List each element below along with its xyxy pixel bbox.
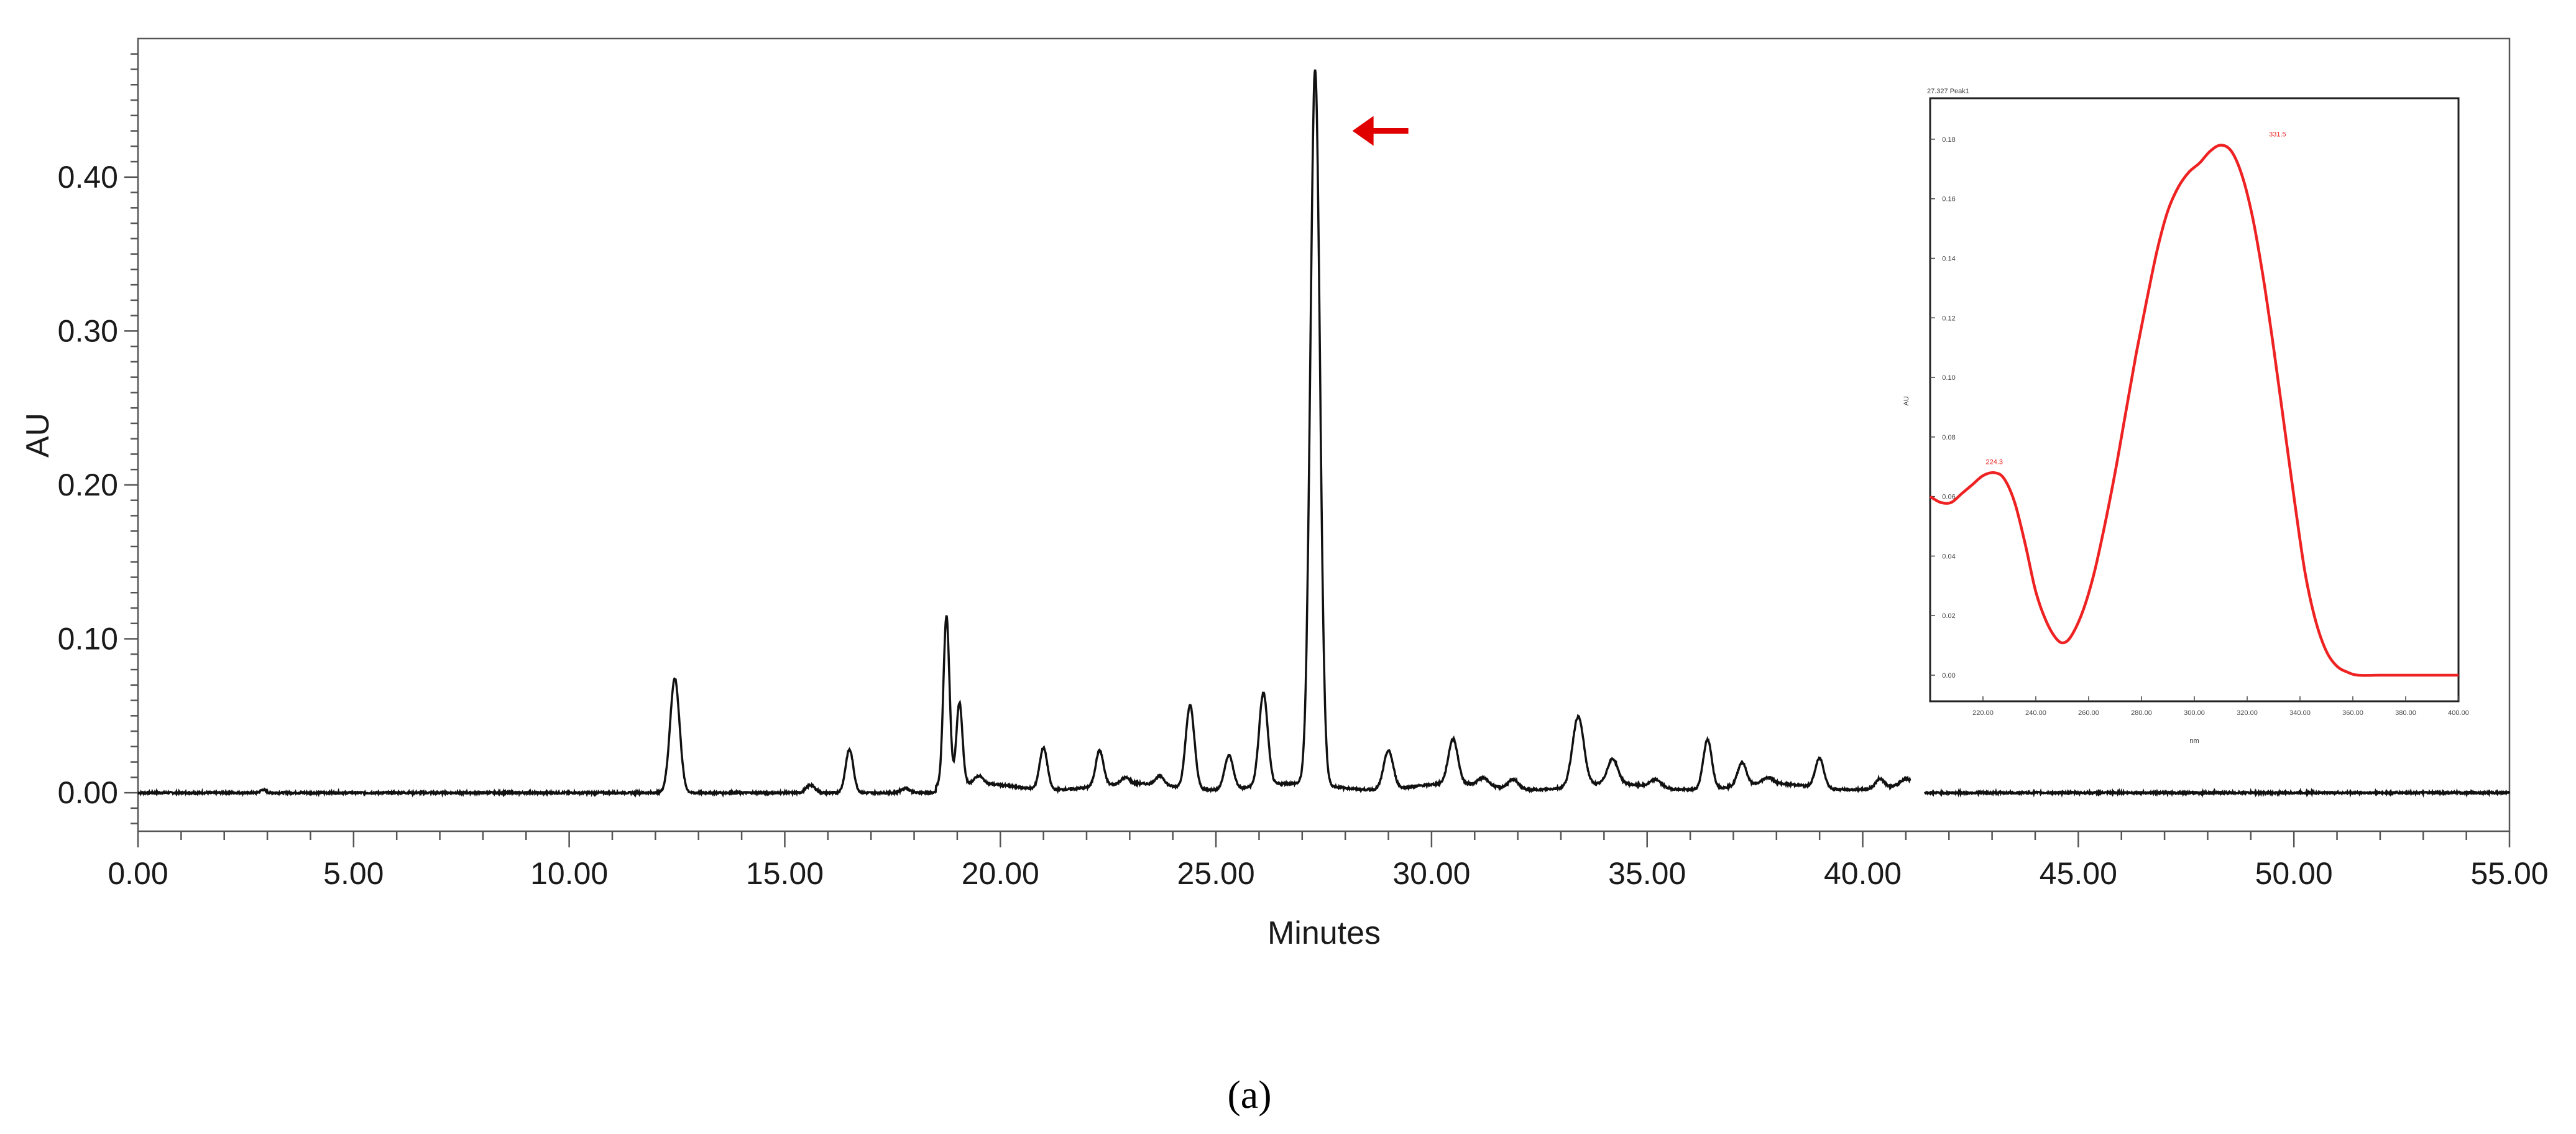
arrow-head bbox=[1352, 116, 1374, 146]
inset-peak-label: 224.3 bbox=[1986, 458, 2003, 466]
y-tick-label: 0.10 bbox=[58, 622, 118, 657]
y-tick-label: 0.00 bbox=[58, 775, 118, 810]
inset-y-tick-label: 0.04 bbox=[1942, 553, 1955, 560]
peak-arrow-annotation bbox=[1352, 116, 1409, 146]
inset-y-axis-title: AU bbox=[1903, 396, 1910, 405]
chromatogram-trace bbox=[137, 69, 2511, 798]
inset-y-tick-label: 0.10 bbox=[1942, 374, 1955, 382]
inset-x-tick-label: 300.00 bbox=[2184, 709, 2205, 717]
inset-x-axis-title: nm bbox=[2189, 737, 2199, 745]
x-tick-label: 0.00 bbox=[108, 856, 168, 891]
inset-x-tick-label: 280.00 bbox=[2131, 709, 2152, 717]
inset-x-tick-label: 340.00 bbox=[2289, 709, 2311, 717]
uv-spectrum-inset: 27.327 Peak1 0.00 0.02 0.04 0.06 0.08 0.10 0.1… bbox=[1903, 88, 2469, 745]
x-tick-label: 25.00 bbox=[1177, 856, 1255, 891]
x-tick-label: 20.00 bbox=[962, 856, 1039, 891]
x-tick-label: 50.00 bbox=[2255, 856, 2333, 891]
main-plot-frame bbox=[137, 37, 2511, 832]
x-tick-label: 15.00 bbox=[746, 856, 824, 891]
inset-x-tick-label: 360.00 bbox=[2342, 709, 2363, 717]
y-tick-label: 0.20 bbox=[58, 468, 118, 502]
inset-frame bbox=[1929, 97, 2460, 703]
figure-caption: (a) bbox=[1227, 1072, 1271, 1117]
inset-y-tick-label: 0.16 bbox=[1942, 196, 1955, 203]
x-tick-label: 10.00 bbox=[530, 856, 608, 891]
inset-y-tick-label: 0.02 bbox=[1942, 612, 1955, 620]
inset-y-tick-label: 0.14 bbox=[1942, 255, 1955, 262]
inset-y-tick-label: 0.18 bbox=[1942, 136, 1955, 144]
x-tick-label: 30.00 bbox=[1392, 856, 1470, 891]
inset-y-axis: 0.00 0.02 0.04 0.06 0.08 0.10 0.12 0.14 0.16 0.18 bbox=[1930, 136, 1956, 680]
inset-x-tick-label: 220.00 bbox=[1972, 709, 1994, 717]
main-chromatogram: 0.00 0.10 0.20 0.30 0.40 0.00 5.00 10.00 15.00 2… bbox=[20, 37, 2549, 951]
x-tick-label: 55.00 bbox=[2470, 856, 2548, 891]
inset-y-tick-label: 0.08 bbox=[1942, 434, 1955, 441]
inset-peak-label: 331.5 bbox=[2269, 131, 2286, 138]
main-x-axis: 0.00 5.00 10.00 15.00 20.00 25.00 30.00 35.00 40… bbox=[108, 831, 2549, 891]
y-axis-title: AU bbox=[20, 413, 56, 458]
x-tick-label: 40.00 bbox=[1824, 856, 1902, 891]
x-tick-label: 5.00 bbox=[323, 856, 384, 891]
inset-y-tick-label: 0.00 bbox=[1942, 672, 1955, 680]
x-tick-label: 45.00 bbox=[2040, 856, 2117, 891]
inset-peak-labels: 224.3 331.5 bbox=[1986, 131, 2286, 466]
inset-x-tick-label: 400.00 bbox=[2448, 709, 2469, 717]
y-tick-label: 0.40 bbox=[58, 160, 118, 195]
inset-x-tick-label: 260.00 bbox=[2078, 709, 2099, 717]
inset-x-tick-label: 240.00 bbox=[2025, 709, 2046, 717]
inset-y-tick-label: 0.06 bbox=[1942, 494, 1955, 501]
inset-x-tick-label: 380.00 bbox=[2395, 709, 2416, 717]
x-axis-title: Minutes bbox=[1267, 915, 1381, 951]
inset-y-tick-label: 0.12 bbox=[1942, 315, 1955, 322]
inset-title: 27.327 Peak1 bbox=[1927, 88, 1969, 95]
uv-spectrum-trace bbox=[1929, 144, 2459, 677]
inset-x-axis: 220.00 240.00 260.00 280.00 300.00 320.00 340.… bbox=[1972, 696, 2469, 717]
x-tick-label: 35.00 bbox=[1608, 856, 1686, 891]
main-y-axis: 0.00 0.10 0.20 0.30 0.40 bbox=[58, 53, 138, 824]
inset-x-tick-label: 320.00 bbox=[2237, 709, 2258, 717]
y-tick-label: 0.30 bbox=[58, 313, 118, 348]
